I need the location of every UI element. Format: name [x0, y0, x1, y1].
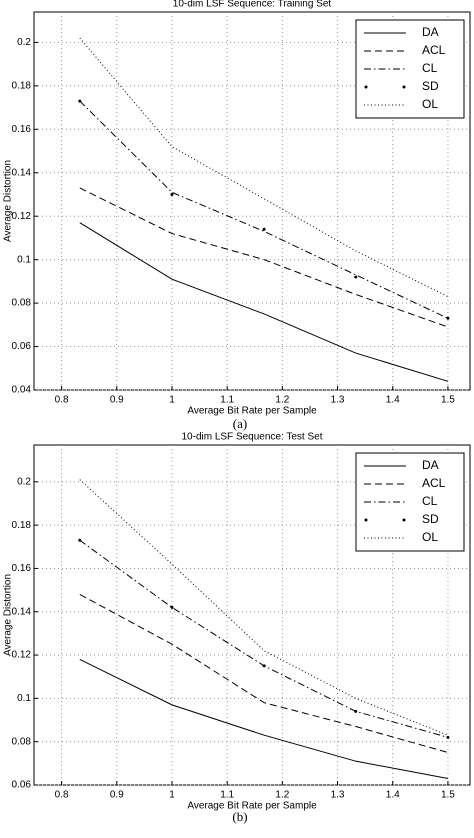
legend-label: SD	[422, 512, 439, 526]
caption: (b)	[232, 809, 247, 824]
x-tick-label: 1	[169, 790, 175, 801]
y-tick-label: 0.14	[12, 167, 32, 178]
y-axis-label: Average Distortion	[3, 574, 14, 656]
x-tick-label: 0.9	[110, 790, 124, 801]
x-tick-label: 1.3	[331, 790, 345, 801]
y-tick-label: 0.2	[17, 37, 31, 48]
plot-frame	[33, 444, 471, 786]
x-tick-label: 0.8	[55, 790, 69, 801]
marker	[78, 538, 82, 542]
y-tick-label: 0.18	[12, 81, 32, 92]
y-tick-label: 0.14	[12, 606, 32, 617]
legend: DA ACL CL SD OL	[355, 19, 465, 119]
legend-label: OL	[422, 97, 438, 111]
marker	[262, 227, 266, 231]
x-tick-label: 0.8	[55, 395, 69, 406]
legend-marker	[364, 85, 368, 89]
series-line	[79, 222, 449, 382]
x-tick-label: 1.3	[331, 395, 345, 406]
chart-title: 10-dim LSF Sequence: Training Set	[173, 0, 332, 10]
legend-label: DA	[422, 25, 439, 39]
y-tick-label: 0.18	[12, 520, 32, 531]
x-axis-label: Average Bit Rate per Sample	[187, 406, 317, 417]
x-tick-label: 1.4	[386, 790, 400, 801]
y-tick-label: 0.12	[12, 650, 32, 661]
series-line	[79, 100, 449, 319]
y-tick-label: 0.12	[12, 211, 32, 222]
marker	[262, 664, 266, 668]
marker	[170, 605, 174, 609]
x-tick-label: 1.5	[441, 395, 455, 406]
x-axis-label: Average Bit Rate per Sample	[187, 801, 317, 812]
legend-box	[355, 452, 465, 552]
legend-label: DA	[422, 458, 439, 472]
legend-label: CL	[422, 61, 438, 75]
marker	[446, 735, 450, 739]
y-tick-label: 0.16	[12, 563, 32, 574]
marker	[170, 192, 174, 196]
legend-marker	[402, 85, 406, 89]
y-tick-label: 0.08	[12, 298, 32, 309]
y-tick-label: 0.08	[12, 736, 32, 747]
legend-label: CL	[422, 494, 438, 508]
y-tick-label: 0.06	[12, 341, 32, 352]
legend-label: SD	[422, 79, 439, 93]
legend-label: ACL	[422, 476, 446, 490]
chart-title: 10-dim LSF Sequence: Test Set	[181, 432, 322, 443]
series-line	[79, 658, 449, 779]
x-tick-label: 1.1	[220, 790, 234, 801]
legend: DA ACL CL SD OL	[355, 452, 465, 552]
y-tick-label: 0.04	[12, 385, 32, 396]
legend-box	[355, 19, 465, 119]
x-tick-label: 1	[169, 395, 175, 406]
marker	[354, 275, 358, 279]
y-tick-label: 0.1	[17, 693, 31, 704]
y-tick-label: 0.1	[17, 254, 31, 265]
x-tick-label: 1.4	[386, 395, 400, 406]
y-tick-label: 0.06	[12, 780, 32, 791]
legend-label: OL	[422, 530, 438, 544]
series-line	[79, 187, 449, 328]
x-tick-label: 1.2	[275, 790, 289, 801]
series-line	[79, 37, 449, 298]
y-tick-label: 0.2	[17, 476, 31, 487]
x-tick-label: 1.5	[441, 790, 455, 801]
marker	[354, 709, 358, 713]
legend-marker	[402, 518, 406, 522]
legend-marker	[364, 518, 368, 522]
marker	[446, 316, 450, 320]
y-axis-label: Average Distortion	[3, 160, 14, 242]
x-tick-label: 1.2	[275, 395, 289, 406]
plot-frame	[33, 11, 471, 391]
x-tick-label: 1.1	[220, 395, 234, 406]
caption: (a)	[233, 416, 247, 431]
legend-label: ACL	[422, 43, 446, 57]
marker	[78, 99, 82, 103]
x-tick-label: 0.9	[110, 395, 124, 406]
y-tick-label: 0.16	[12, 124, 32, 135]
series-line	[79, 593, 449, 753]
